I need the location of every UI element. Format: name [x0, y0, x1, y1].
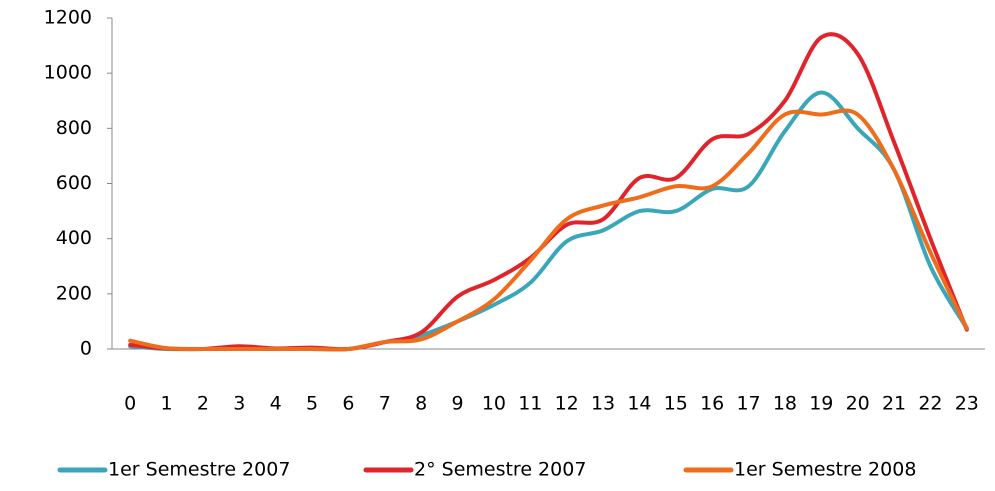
- legend-label: 1er Semestre 2007: [108, 459, 290, 481]
- y-tick-label: 800: [56, 117, 92, 139]
- x-tick-label: 10: [482, 393, 506, 415]
- x-tick-label: 0: [124, 393, 136, 415]
- x-tick-label: 2: [197, 393, 209, 415]
- x-tick-label: 4: [270, 393, 282, 415]
- x-tick-label: 6: [342, 393, 354, 415]
- x-tick-label: 15: [664, 393, 688, 415]
- legend-label: 1er Semestre 2008: [734, 459, 916, 481]
- x-tick-label: 18: [773, 393, 797, 415]
- x-tick-label: 23: [955, 393, 979, 415]
- x-tick-label: 3: [233, 393, 245, 415]
- x-tick-label: 21: [882, 393, 906, 415]
- line-series: [128, 108, 969, 352]
- y-tick-label: 0: [80, 338, 92, 360]
- x-tick-label: 5: [306, 393, 318, 415]
- x-tick-label: 14: [627, 393, 651, 415]
- legend-label: 2° Semestre 2007: [414, 459, 586, 481]
- line-series: [128, 32, 969, 352]
- x-tick-label: 12: [555, 393, 579, 415]
- x-tick-label: 11: [518, 393, 542, 415]
- x-tick-label: 7: [379, 393, 391, 415]
- y-tick-label: 1000: [44, 62, 92, 84]
- x-tick-label: 1: [161, 393, 173, 415]
- x-tick-label: 16: [700, 393, 724, 415]
- x-tick-label: 9: [452, 393, 464, 415]
- x-tick-label: 17: [736, 393, 760, 415]
- y-tick-label: 1200: [44, 7, 92, 29]
- x-tick-label: 22: [918, 393, 942, 415]
- x-tick-label: 13: [591, 393, 615, 415]
- y-tick-label: 400: [56, 227, 92, 249]
- y-tick-label: 600: [56, 172, 92, 194]
- y-tick-label: 200: [56, 282, 92, 304]
- x-tick-label: 8: [415, 393, 427, 415]
- x-tick-label: 19: [809, 393, 833, 415]
- line-series: [128, 90, 969, 352]
- x-tick-label: 20: [846, 393, 870, 415]
